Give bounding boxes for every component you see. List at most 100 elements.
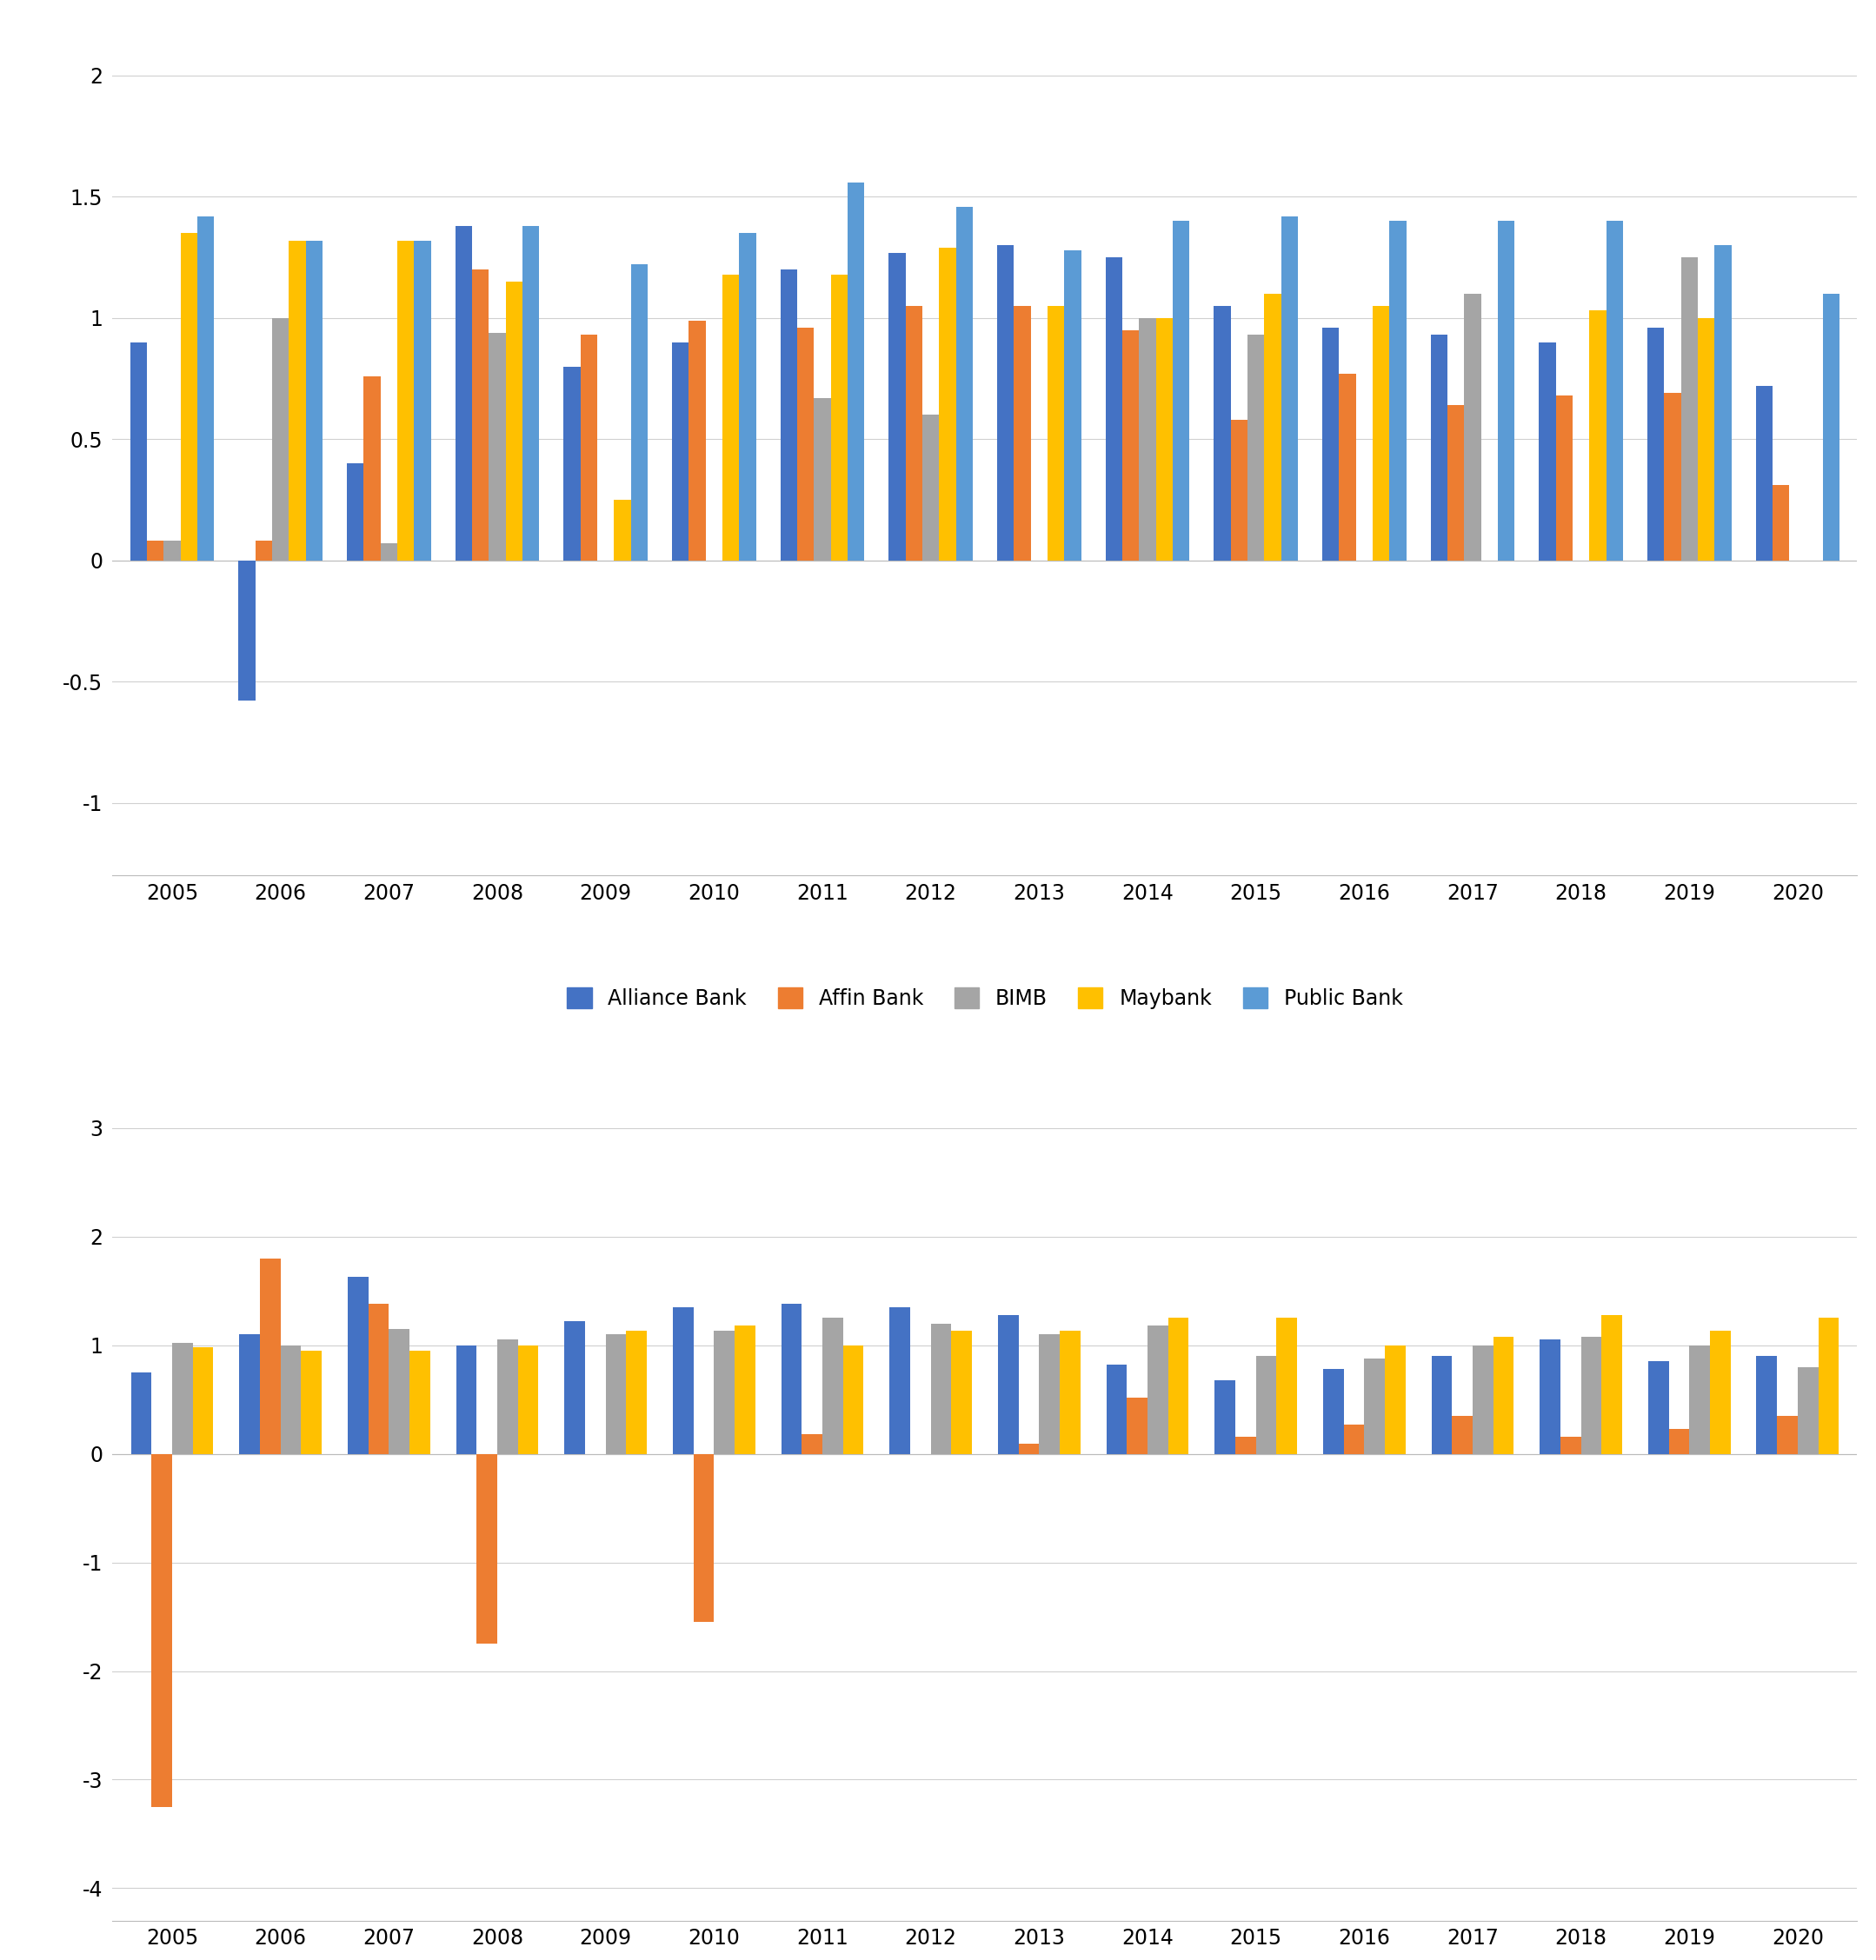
Bar — [131, 1372, 152, 1454]
Bar — [381, 543, 398, 561]
Bar — [1264, 294, 1281, 561]
Bar — [1463, 294, 1480, 561]
Bar — [163, 541, 180, 561]
Bar — [1493, 1337, 1514, 1454]
Bar — [1064, 251, 1081, 561]
Bar — [1773, 486, 1790, 561]
Bar — [1448, 406, 1463, 561]
Bar — [1127, 1397, 1148, 1454]
Bar — [1681, 257, 1698, 561]
Bar — [739, 233, 756, 561]
Bar — [1039, 1335, 1060, 1454]
Bar — [1255, 1356, 1276, 1454]
Bar — [1602, 1315, 1623, 1454]
Bar — [238, 561, 255, 702]
Bar — [1540, 1341, 1561, 1454]
Bar — [507, 282, 522, 561]
Bar — [1606, 221, 1623, 561]
Bar — [1373, 306, 1390, 561]
Bar — [831, 274, 848, 561]
Bar — [1390, 221, 1407, 561]
Bar — [580, 335, 597, 561]
Bar — [473, 269, 490, 561]
Bar — [998, 1315, 1019, 1454]
Bar — [780, 1303, 801, 1454]
Bar — [1339, 374, 1356, 561]
Bar — [1384, 1345, 1405, 1454]
Bar — [240, 1335, 261, 1454]
Bar — [193, 1347, 214, 1454]
Bar — [497, 1341, 518, 1454]
Bar — [415, 241, 431, 561]
Bar — [281, 1345, 302, 1454]
Bar — [477, 1454, 497, 1644]
Bar — [1698, 318, 1715, 561]
Bar — [1797, 1366, 1818, 1454]
Bar — [1323, 327, 1339, 561]
Bar — [1581, 1337, 1602, 1454]
Bar — [1107, 1364, 1127, 1454]
Bar — [1649, 1362, 1668, 1454]
Bar — [518, 1345, 538, 1454]
Bar — [1555, 396, 1572, 561]
Bar — [1668, 1429, 1688, 1454]
Bar — [715, 1331, 735, 1454]
Bar — [1169, 1317, 1189, 1454]
Bar — [1431, 335, 1448, 561]
Bar — [848, 182, 865, 561]
Bar — [289, 241, 306, 561]
Bar — [735, 1325, 756, 1454]
Bar — [490, 333, 507, 561]
Bar — [1709, 1331, 1730, 1454]
Bar — [672, 343, 688, 561]
Bar — [1231, 419, 1248, 561]
Bar — [1122, 329, 1139, 561]
Bar — [722, 274, 739, 561]
Bar — [522, 225, 538, 561]
Bar — [1047, 306, 1064, 561]
Bar — [1818, 1317, 1838, 1454]
Bar — [780, 269, 797, 561]
Bar — [1688, 1345, 1709, 1454]
Bar — [606, 1335, 627, 1454]
Bar — [1589, 312, 1606, 561]
Bar — [364, 376, 381, 561]
Bar — [197, 216, 214, 561]
Bar — [1060, 1331, 1081, 1454]
Bar — [146, 541, 163, 561]
Bar — [1323, 1370, 1343, 1454]
Bar — [1013, 306, 1030, 561]
Bar — [1019, 1445, 1039, 1454]
Bar — [129, 343, 146, 561]
Bar — [1281, 216, 1298, 561]
Bar — [398, 241, 415, 561]
Bar — [456, 1345, 477, 1454]
Bar — [1214, 306, 1231, 561]
Bar — [1756, 386, 1773, 561]
Bar — [1715, 245, 1732, 561]
Bar — [1248, 335, 1264, 561]
Bar — [673, 1307, 694, 1454]
Bar — [1497, 221, 1514, 561]
Bar — [563, 367, 580, 561]
Bar — [930, 1323, 951, 1454]
Bar — [456, 225, 473, 561]
Bar — [306, 241, 323, 561]
Bar — [1276, 1317, 1296, 1454]
Bar — [347, 1276, 368, 1454]
Bar — [1777, 1415, 1797, 1454]
Bar — [1364, 1358, 1384, 1454]
Bar — [1452, 1415, 1473, 1454]
Legend: Alliance Bank, Affin Bank, BIMB, Maybank, Public Bank: Alliance Bank, Affin Bank, BIMB, Maybank… — [559, 980, 1411, 1017]
Bar — [1538, 343, 1555, 561]
Bar — [814, 398, 831, 561]
Bar — [302, 1350, 321, 1454]
Bar — [1139, 318, 1156, 561]
Bar — [951, 1331, 972, 1454]
Bar — [613, 500, 630, 561]
Bar — [1431, 1356, 1452, 1454]
Bar — [694, 1454, 715, 1623]
Bar — [1664, 394, 1681, 561]
Bar — [1473, 1345, 1493, 1454]
Bar — [842, 1345, 863, 1454]
